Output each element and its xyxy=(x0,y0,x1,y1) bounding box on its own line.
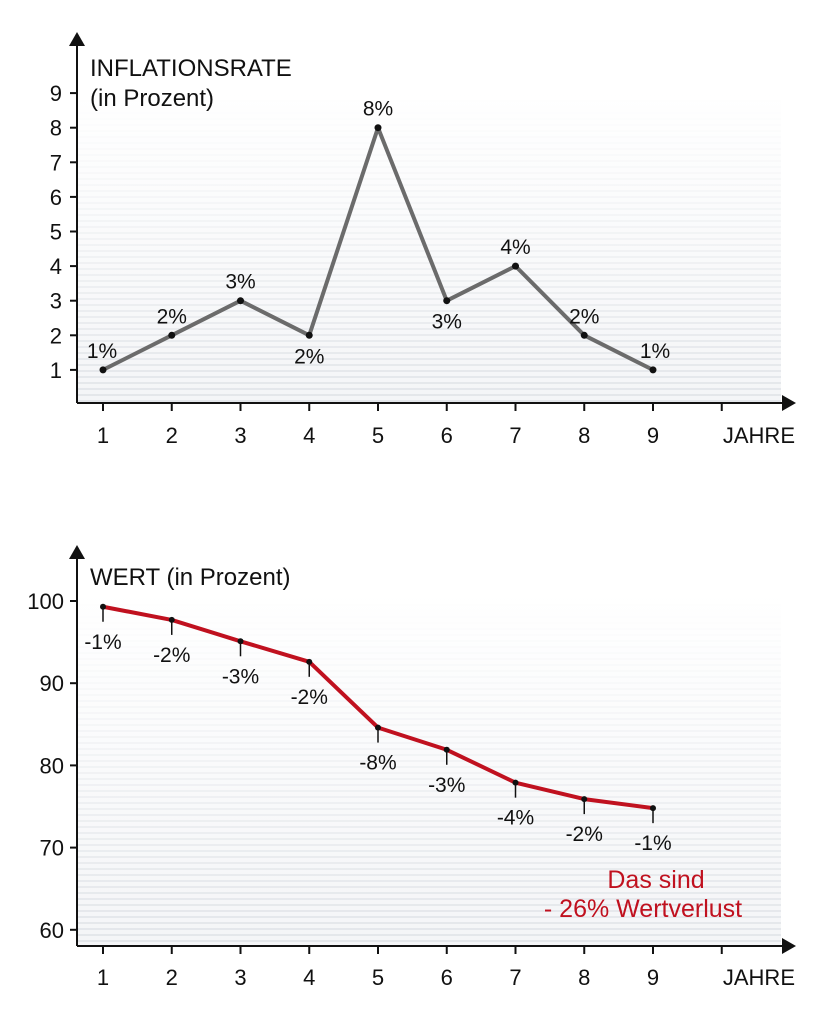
data-point xyxy=(443,297,451,305)
y-axis-arrow xyxy=(69,32,85,46)
data-point xyxy=(305,331,313,339)
x-tick-label: 7 xyxy=(509,423,521,448)
x-ticks: 1 2 3 4 5 6 7 8 9 xyxy=(97,946,723,990)
x-tick-label: 3 xyxy=(234,965,246,990)
x-tick-label: 6 xyxy=(441,423,453,448)
data-point xyxy=(375,724,381,731)
x-tick-label: 2 xyxy=(166,423,178,448)
y-tick-label: 6 xyxy=(50,185,62,210)
y-tick-label: 90 xyxy=(40,671,64,696)
data-label: 2% xyxy=(157,305,187,328)
data-label: -8% xyxy=(359,752,396,775)
data-label: 2% xyxy=(294,345,324,368)
data-label: -2% xyxy=(566,823,603,846)
data-point xyxy=(306,658,313,665)
annotation-line-1: Das sind xyxy=(607,866,704,894)
y-tick-label: 80 xyxy=(40,753,64,778)
x-tick-label: 8 xyxy=(578,423,590,448)
data-point xyxy=(168,616,175,623)
x-axis-arrow xyxy=(782,395,796,411)
data-label: -4% xyxy=(497,807,534,830)
x-tick-label: 4 xyxy=(303,965,315,990)
data-point xyxy=(237,638,244,645)
data-points xyxy=(99,124,657,374)
chart-title: WERT (in Prozent) xyxy=(90,564,291,591)
y-axis-arrow xyxy=(69,545,85,559)
x-ticks: 1 2 3 4 5 6 7 8 9 xyxy=(97,403,723,448)
x-axis-label: JAHRE xyxy=(723,965,795,990)
inflation-chart: INFLATIONSRATE (in Prozent) JAHRE 1 2 3 4 5 6… xyxy=(50,32,796,448)
chart-title: INFLATIONSRATE xyxy=(90,55,292,82)
x-axis-arrow xyxy=(782,938,796,954)
data-point xyxy=(580,331,588,339)
plot-background-fade xyxy=(77,595,781,946)
data-point xyxy=(99,366,107,374)
data-point xyxy=(649,366,657,374)
x-tick-label: 9 xyxy=(647,423,659,448)
data-point xyxy=(512,262,519,270)
data-point xyxy=(443,746,450,753)
x-tick-label: 1 xyxy=(97,965,109,990)
data-label: 1% xyxy=(640,340,670,363)
data-label: 3% xyxy=(432,311,462,334)
y-tick-label: 5 xyxy=(50,220,62,245)
x-tick-label: 3 xyxy=(234,423,246,448)
data-point xyxy=(512,779,519,786)
data-point xyxy=(650,805,656,812)
data-point xyxy=(581,796,588,803)
data-labels: 1% 2% 3% 2% 8% 3% 4% 2% 1% xyxy=(87,98,670,369)
x-tick-label: 5 xyxy=(372,423,384,448)
y-tick-label: 100 xyxy=(27,589,64,614)
data-label: 4% xyxy=(500,236,530,259)
y-tick-label: 60 xyxy=(40,918,64,943)
chart-subtitle: (in Prozent) xyxy=(90,85,214,112)
data-label: 3% xyxy=(225,271,255,294)
data-label: 1% xyxy=(87,340,117,363)
x-tick-label: 6 xyxy=(441,965,453,990)
x-tick-label: 1 xyxy=(97,423,109,448)
y-tick-label: 1 xyxy=(50,358,62,383)
data-points xyxy=(100,603,656,812)
y-ticks: 1 2 3 4 5 6 7 8 9 xyxy=(50,81,77,383)
data-label: -3% xyxy=(428,774,465,797)
y-tick-label: 7 xyxy=(50,150,62,175)
y-tick-label: 70 xyxy=(40,836,64,861)
y-tick-label: 8 xyxy=(50,116,62,141)
annotation-line-2: - 26% Wertverlust xyxy=(544,895,742,923)
x-axis-label: JAHRE xyxy=(723,423,795,448)
data-point xyxy=(100,603,106,610)
y-tick-label: 3 xyxy=(50,289,62,314)
data-label: 2% xyxy=(569,305,599,328)
data-label: -1% xyxy=(634,832,671,855)
x-tick-label: 7 xyxy=(509,965,521,990)
x-tick-label: 4 xyxy=(303,423,315,448)
x-tick-label: 5 xyxy=(372,965,384,990)
x-tick-label: 8 xyxy=(578,965,590,990)
data-point xyxy=(374,124,382,132)
y-ticks: 60 70 80 90 100 xyxy=(27,589,77,943)
data-label: -1% xyxy=(84,631,121,654)
data-label: -2% xyxy=(153,644,190,667)
y-tick-label: 4 xyxy=(50,254,62,279)
data-label: 8% xyxy=(363,98,393,121)
plot-background-fade xyxy=(77,92,781,403)
data-point xyxy=(237,297,244,305)
value-chart: WERT (in Prozent) JAHRE 60 70 80 90 100 1 2 3 4… xyxy=(27,545,796,990)
data-label: -3% xyxy=(222,665,259,688)
data-point xyxy=(168,331,176,339)
data-label: -2% xyxy=(291,686,328,709)
y-tick-label: 2 xyxy=(50,323,62,348)
data-labels: -1% -2% -3% -2% -8% -3% -4% -2% -1% xyxy=(84,631,671,855)
x-tick-label: 2 xyxy=(166,965,178,990)
x-tick-label: 9 xyxy=(647,965,659,990)
y-tick-label: 9 xyxy=(50,81,62,106)
